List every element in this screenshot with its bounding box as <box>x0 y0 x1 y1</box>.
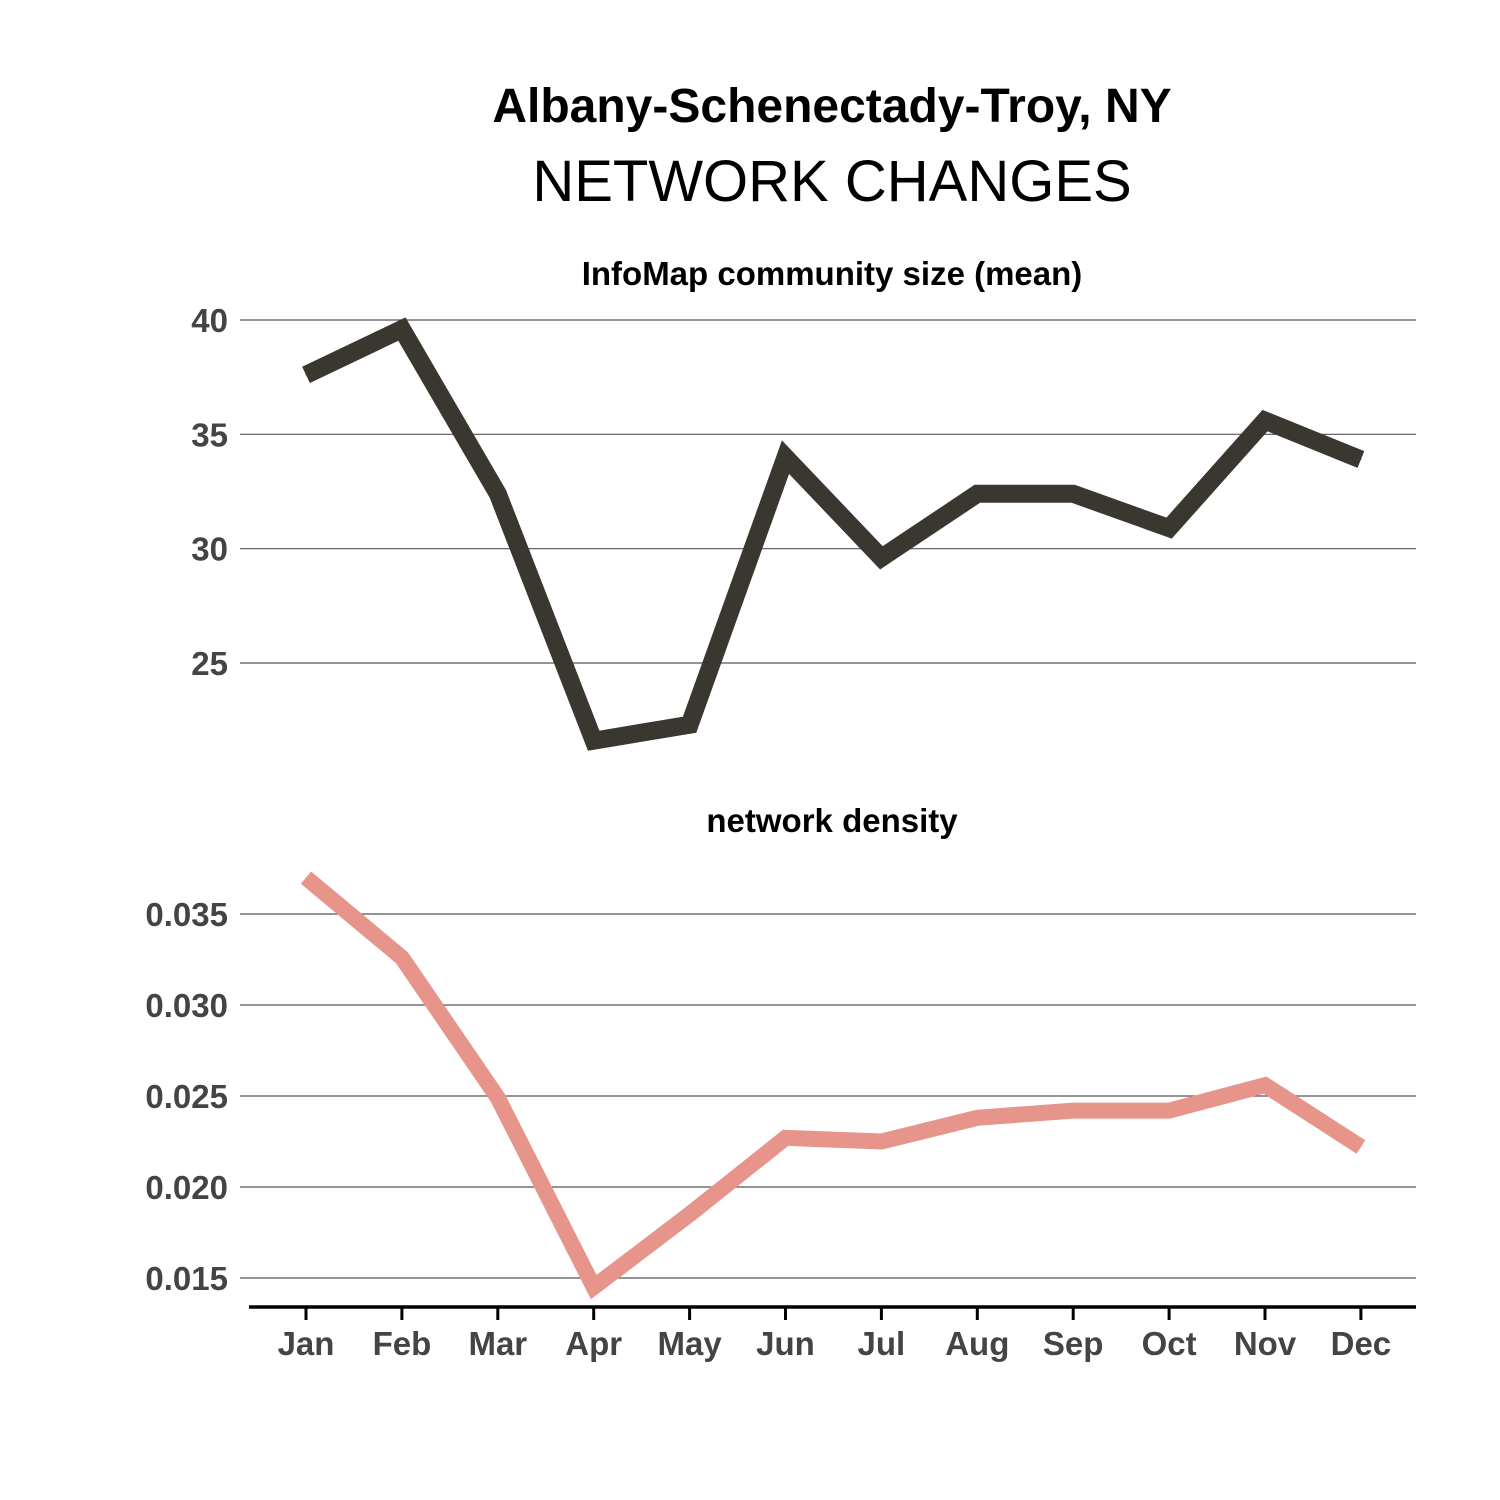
series-line-community-size-0 <box>302 317 1365 751</box>
gridlines-community-size <box>240 319 1416 664</box>
x-tick-label-sep: Sep <box>1043 1325 1104 1362</box>
x-tick-label-nov: Nov <box>1234 1325 1297 1362</box>
data-point-community-size-nov <box>1264 420 1266 422</box>
data-point-network-density-apr <box>593 1286 595 1288</box>
x-tick-label-mar: Mar <box>468 1325 527 1362</box>
data-point-community-size-dec <box>1360 458 1362 460</box>
panel-network-density: network density 0.015 0.020 0.025 0.030 0.03… <box>145 802 1416 1362</box>
x-ticks: Jan Feb Mar Apr May Jun Jul Aug Sep Oct Nov Dec <box>278 1307 1392 1362</box>
panel-title-community-size: InfoMap community size (mean) <box>582 255 1083 292</box>
y-tick-label-community-size-3: 40 <box>191 302 228 339</box>
y-tick-label-network-density-1: 0.020 <box>145 1169 228 1206</box>
data-point-community-size-mar <box>497 493 499 495</box>
data-point-community-size-oct <box>1168 527 1170 529</box>
y-ticks-community-size: 25 30 35 40 <box>191 302 228 682</box>
y-tick-label-network-density-0: 0.015 <box>145 1260 228 1297</box>
data-point-network-density-feb <box>401 957 403 959</box>
data-point-network-density-jan <box>305 877 307 879</box>
data-point-network-density-nov <box>1264 1084 1266 1086</box>
x-tick-label-jan: Jan <box>278 1325 335 1362</box>
data-point-community-size-apr <box>593 740 595 742</box>
chart-title: Albany-Schenectady-Troy, NY <box>492 80 1171 133</box>
x-tick-label-jul: Jul <box>858 1325 906 1362</box>
x-tick-label-aug: Aug <box>945 1325 1009 1362</box>
y-tick-label-network-density-2: 0.025 <box>145 1078 228 1115</box>
panel-title-network-density: network density <box>706 802 958 839</box>
y-tick-label-network-density-4: 0.035 <box>145 896 228 933</box>
data-point-network-density-oct <box>1168 1110 1170 1112</box>
series-line-network-density-0 <box>300 871 1366 1300</box>
data-point-network-density-dec <box>1360 1146 1362 1148</box>
data-point-network-density-aug <box>976 1117 978 1119</box>
x-tick-label-may: May <box>657 1325 722 1362</box>
chart-subtitle: NETWORK CHANGES <box>532 149 1131 214</box>
data-point-network-density-jun <box>785 1137 786 1139</box>
series-network-density <box>300 871 1366 1300</box>
x-tick-label-dec: Dec <box>1331 1325 1392 1362</box>
x-tick-label-oct: Oct <box>1142 1325 1197 1362</box>
data-point-community-size-aug <box>976 493 978 495</box>
data-point-network-density-may <box>689 1213 691 1215</box>
data-point-network-density-mar <box>497 1097 499 1099</box>
x-tick-label-feb: Feb <box>373 1325 432 1362</box>
data-point-community-size-sep <box>1072 493 1074 495</box>
y-ticks-network-density: 0.015 0.020 0.025 0.030 0.035 <box>145 896 228 1297</box>
y-tick-label-community-size-1: 30 <box>191 531 228 568</box>
data-point-community-size-may <box>689 724 691 726</box>
data-point-community-size-jun <box>785 456 786 458</box>
gridlines-network-density <box>240 913 1416 1279</box>
y-tick-label-community-size-2: 35 <box>191 416 228 453</box>
y-tick-label-network-density-3: 0.030 <box>145 987 228 1024</box>
data-point-community-size-jul <box>880 557 882 559</box>
x-tick-label-apr: Apr <box>565 1325 622 1362</box>
data-point-community-size-feb <box>401 328 403 330</box>
panel-community-size: InfoMap community size (mean) 25 30 35 40 <box>191 255 1416 751</box>
x-tick-label-jun: Jun <box>756 1325 815 1362</box>
data-point-network-density-sep <box>1072 1110 1074 1112</box>
data-point-network-density-jul <box>880 1141 882 1142</box>
data-point-community-size-jan <box>305 374 307 376</box>
series-community-size <box>302 317 1365 751</box>
y-tick-label-community-size-0: 25 <box>191 645 228 682</box>
